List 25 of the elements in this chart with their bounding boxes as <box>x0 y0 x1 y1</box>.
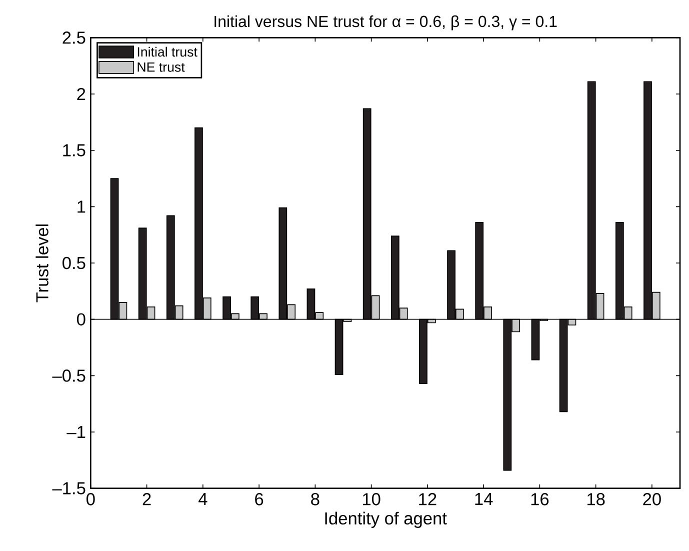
y-tick-label: 1.5 <box>63 144 86 156</box>
x-tick-label: 2 <box>142 493 151 506</box>
legend-label: Initial trust <box>138 46 198 57</box>
y-tick-label: 2.5 <box>62 32 86 44</box>
x-tick-label: 20 <box>643 493 661 506</box>
x-tick-label: 0 <box>86 493 95 506</box>
x-tick-label: 12 <box>419 493 436 506</box>
x-tick-label: 14 <box>475 493 493 505</box>
x-tick-label: 4 <box>198 493 208 505</box>
y-tick-label: –1.5 <box>52 482 86 494</box>
y-tick-label: 0 <box>76 313 86 326</box>
y-tick-label: –0.5 <box>52 370 86 382</box>
x-axis-title: Identity of agent <box>325 512 447 528</box>
y-tick-label: 1 <box>78 200 86 213</box>
y-tick-label: –1 <box>66 426 86 438</box>
y-axis-title: Trust level <box>36 224 48 302</box>
y-tick-label: 0.5 <box>62 256 86 270</box>
x-tick-label: 10 <box>362 493 380 506</box>
x-tick-label: 8 <box>311 493 320 506</box>
x-tick-label: 18 <box>587 493 605 506</box>
legend-label: NE trust <box>138 62 185 72</box>
y-tick-label: 2 <box>77 88 86 100</box>
x-tick-label: 16 <box>531 493 549 506</box>
chart-title: Initial versus NE trust for α = 0.6, β = 0.3, γ = 0.1 <box>214 15 557 30</box>
x-tick-label: 6 <box>255 493 264 506</box>
